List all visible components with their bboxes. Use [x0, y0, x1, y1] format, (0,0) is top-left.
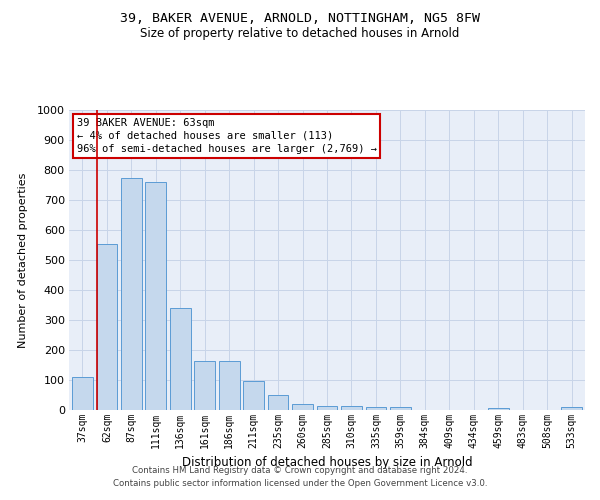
Bar — [97, 244, 117, 410]
Text: Contains HM Land Registry data © Crown copyright and database right 2024.
Contai: Contains HM Land Registry data © Crown c… — [113, 466, 487, 487]
Bar — [561, 407, 582, 410]
Text: 39 BAKER AVENUE: 63sqm
← 4% of detached houses are smaller (113)
96% of semi-det: 39 BAKER AVENUE: 63sqm ← 4% of detached … — [77, 118, 377, 154]
Y-axis label: Number of detached properties: Number of detached properties — [19, 172, 29, 348]
Bar — [170, 308, 191, 410]
Bar — [268, 395, 289, 410]
Bar — [145, 182, 166, 410]
Bar — [194, 361, 215, 410]
Bar — [488, 408, 509, 410]
Bar — [292, 404, 313, 410]
Bar — [72, 377, 93, 410]
Bar — [317, 406, 337, 410]
Bar — [390, 407, 411, 410]
Bar — [365, 407, 386, 410]
Bar — [219, 361, 239, 410]
X-axis label: Distribution of detached houses by size in Arnold: Distribution of detached houses by size … — [182, 456, 472, 469]
Text: 39, BAKER AVENUE, ARNOLD, NOTTINGHAM, NG5 8FW: 39, BAKER AVENUE, ARNOLD, NOTTINGHAM, NG… — [120, 12, 480, 26]
Text: Size of property relative to detached houses in Arnold: Size of property relative to detached ho… — [140, 28, 460, 40]
Bar — [243, 381, 264, 410]
Bar — [121, 178, 142, 410]
Bar — [341, 406, 362, 410]
